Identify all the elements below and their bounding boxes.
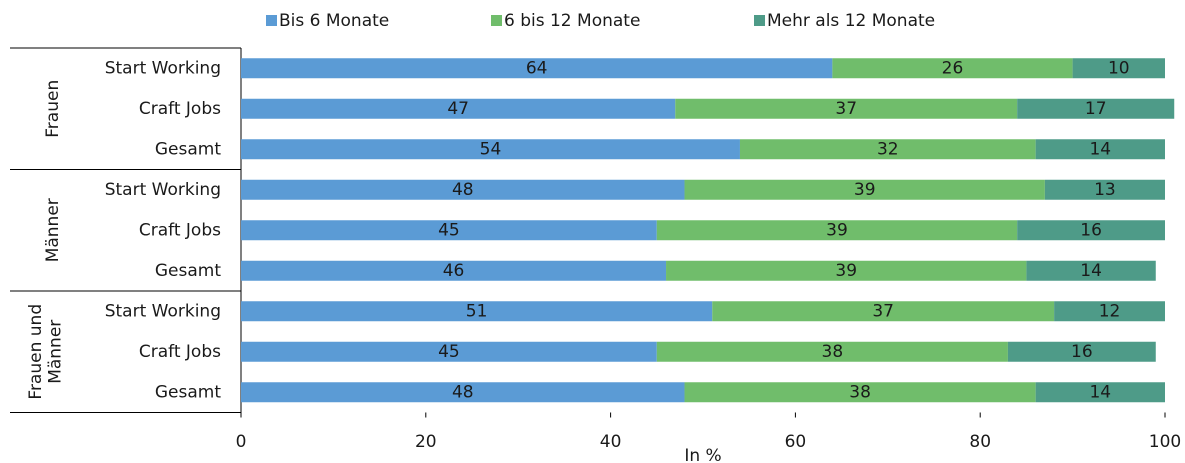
bar-segment — [1026, 260, 1156, 281]
bar-segment — [1035, 139, 1165, 160]
bar-row: Gesamt 46 39 14 — [155, 260, 1156, 281]
legend-label: Mehr als 12 Monate — [767, 11, 935, 31]
bar-segment — [241, 220, 657, 241]
data-label: 32 — [877, 139, 899, 159]
category-label: Gesamt — [155, 261, 221, 281]
data-label: 13 — [1094, 180, 1116, 200]
x-axis-title: In % — [684, 446, 721, 463]
data-label: 45 — [438, 220, 460, 240]
bar-row: Craft Jobs 45 38 16 — [139, 341, 1156, 362]
bar-row: Start Working 48 39 13 — [105, 179, 1165, 200]
bar-segment — [1054, 301, 1165, 322]
bar-row: Gesamt 54 32 14 — [155, 139, 1165, 160]
group-label: Frauen undMänner — [26, 304, 66, 400]
data-label: 48 — [452, 180, 474, 200]
bar-segment — [241, 260, 667, 281]
bar-segment — [241, 341, 657, 362]
bar-segment — [1007, 341, 1156, 362]
bar-row: Start Working 51 37 12 — [105, 301, 1165, 322]
bar-row: Gesamt 48 38 14 — [155, 382, 1165, 403]
bar-segment — [1017, 98, 1175, 119]
bar-row: Start Working 64 26 10 — [105, 58, 1165, 79]
x-tick-label: 100 — [1149, 432, 1181, 452]
data-label: 45 — [438, 342, 460, 362]
bar-segment — [241, 301, 713, 322]
bar-segment — [241, 139, 740, 160]
bar-segment — [1044, 179, 1165, 200]
bar-segment — [1035, 382, 1165, 403]
x-tick-label: 0 — [236, 432, 247, 452]
data-label: 51 — [466, 301, 488, 321]
data-label: 10 — [1108, 58, 1130, 78]
category-label: Start Working — [105, 58, 221, 78]
legend-label: Bis 6 Monate — [279, 11, 389, 31]
data-label: 14 — [1089, 139, 1111, 159]
legend-item: 6 bis 12 Monate — [491, 11, 640, 31]
data-label: 16 — [1071, 342, 1093, 362]
group-label: Männer — [43, 198, 63, 262]
group-label: Frauen — [43, 80, 63, 138]
legend-item: Bis 6 Monate — [266, 11, 389, 31]
data-label: 38 — [822, 342, 844, 362]
x-tick-label: 80 — [969, 432, 991, 452]
legend-swatch — [754, 15, 765, 26]
category-label: Craft Jobs — [139, 342, 221, 362]
data-label: 37 — [835, 99, 857, 119]
bar-segment — [1017, 220, 1165, 241]
data-label: 48 — [452, 382, 474, 402]
legend-swatch — [266, 15, 277, 26]
data-label: 12 — [1099, 301, 1121, 321]
bar-segment — [675, 98, 1018, 119]
x-tick-label: 40 — [600, 432, 622, 452]
category-label: Start Working — [105, 180, 221, 200]
bar-segment — [241, 179, 685, 200]
bar-segment — [739, 139, 1036, 160]
x-axis: 0 20 40 60 80 100 — [236, 412, 1181, 452]
category-label: Start Working — [105, 301, 221, 321]
data-label: 39 — [854, 180, 876, 200]
bar-segment — [656, 341, 1008, 362]
data-label: 14 — [1080, 261, 1102, 281]
bar-row: Craft Jobs 47 37 17 — [139, 98, 1175, 119]
legend-item: Mehr als 12 Monate — [754, 11, 935, 31]
bar-segment — [832, 58, 1073, 79]
bar-segment — [684, 179, 1045, 200]
data-label: 54 — [480, 139, 502, 159]
plot-area: Start Working 64 26 10 Craft Jobs 47 37 17 Gesam… — [105, 58, 1175, 403]
bar-segment — [1072, 58, 1165, 79]
bar-row: Craft Jobs 45 39 16 — [139, 220, 1165, 241]
category-label: Craft Jobs — [139, 99, 221, 119]
bar-segment — [666, 260, 1027, 281]
bar-segment — [241, 382, 685, 403]
bar-segment — [684, 382, 1036, 403]
legend-label: 6 bis 12 Monate — [504, 11, 640, 31]
data-label: 39 — [835, 261, 857, 281]
data-label: 46 — [443, 261, 465, 281]
data-label: 38 — [849, 382, 871, 402]
category-axis-frame: Frauen Männer Frauen undMänner — [10, 47, 242, 413]
legend: Bis 6 Monate 6 bis 12 Monate Mehr als 12 M… — [266, 11, 935, 31]
bar-segment — [656, 220, 1018, 241]
data-label: 17 — [1085, 99, 1107, 119]
bar-segment — [241, 58, 833, 79]
legend-swatch — [491, 15, 502, 26]
data-label: 16 — [1080, 220, 1102, 240]
data-label: 64 — [526, 58, 548, 78]
data-label: 26 — [942, 58, 964, 78]
data-label: 37 — [872, 301, 894, 321]
category-label: Gesamt — [155, 139, 221, 159]
category-label: Gesamt — [155, 382, 221, 402]
x-tick-label: 20 — [415, 432, 437, 452]
bar-segment — [712, 301, 1055, 322]
data-label: 47 — [447, 99, 469, 119]
data-label: 14 — [1089, 382, 1111, 402]
data-label: 39 — [826, 220, 848, 240]
x-tick-label: 60 — [785, 432, 807, 452]
bar-segment — [241, 98, 676, 119]
category-label: Craft Jobs — [139, 220, 221, 240]
